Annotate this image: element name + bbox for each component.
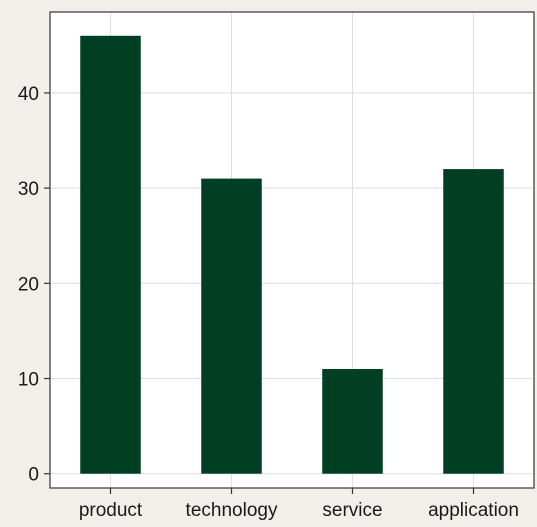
y-tick-label: 40 [18, 84, 39, 105]
x-tick-label: application [428, 500, 519, 521]
x-axis-ticks: product technology service application [79, 488, 519, 521]
x-tick-label: technology [186, 500, 278, 521]
y-tick-label: 30 [18, 179, 39, 200]
bar-technology [201, 178, 262, 474]
bar-service [322, 369, 383, 474]
plot-frame [49, 11, 535, 489]
bars [80, 35, 504, 474]
y-tick-label: 20 [18, 274, 39, 295]
y-axis-ticks: 0 10 20 30 40 [18, 84, 50, 486]
x-tick-label: product [79, 500, 143, 521]
x-tick-label: service [322, 500, 382, 521]
bar-product [80, 35, 141, 474]
y-tick-label: 0 [28, 465, 39, 486]
bar-application [443, 169, 504, 474]
y-tick-label: 10 [18, 370, 39, 391]
